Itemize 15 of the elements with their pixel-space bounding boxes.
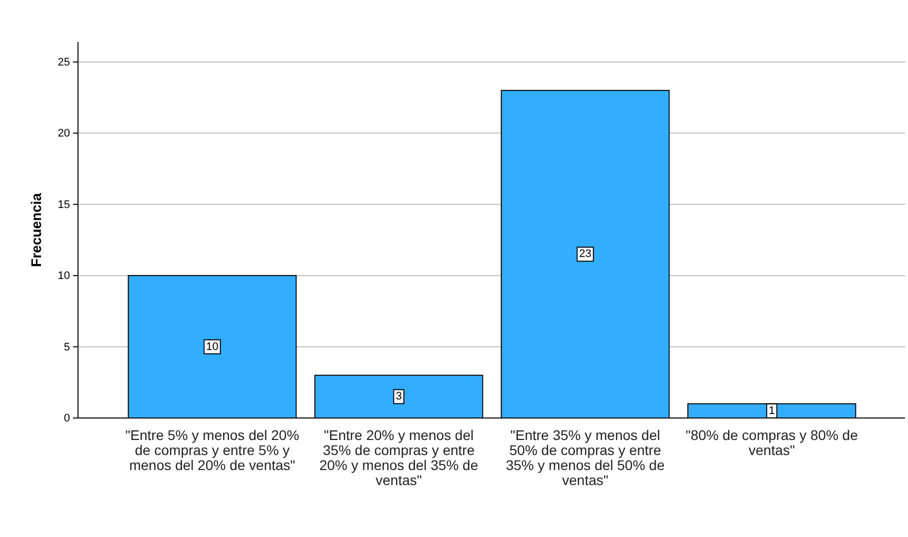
y-tick-label: 10 bbox=[58, 270, 70, 282]
x-tick-label: "Entre 35% y menos del 50% de compras y entre 35% y menos del 50% de ventas" bbox=[506, 427, 665, 488]
y-tick-label: 15 bbox=[58, 198, 70, 211]
data-label: 3 bbox=[396, 390, 402, 403]
x-tick-label: "80% de compras y 80% de ventas" bbox=[686, 427, 858, 458]
y-tick-label: 5 bbox=[64, 341, 70, 354]
y-tick-label: 20 bbox=[58, 128, 70, 140]
y-tick-label: 0 bbox=[64, 412, 70, 425]
data-label: 23 bbox=[579, 248, 592, 260]
data-label: 10 bbox=[206, 340, 218, 353]
x-tick-label: "Entre 20% y menos del 35% de compras y entre 20% y menos del 35% de ventas" bbox=[319, 427, 478, 488]
y-axis-title: Frecuencia bbox=[28, 192, 44, 267]
data-label: 1 bbox=[768, 404, 775, 417]
y-tick-label: 25 bbox=[58, 56, 70, 68]
x-tick-label: "Entre 5% y menos del 20% de compras y entre 5% y menos del 20% de ventas" bbox=[125, 427, 300, 473]
